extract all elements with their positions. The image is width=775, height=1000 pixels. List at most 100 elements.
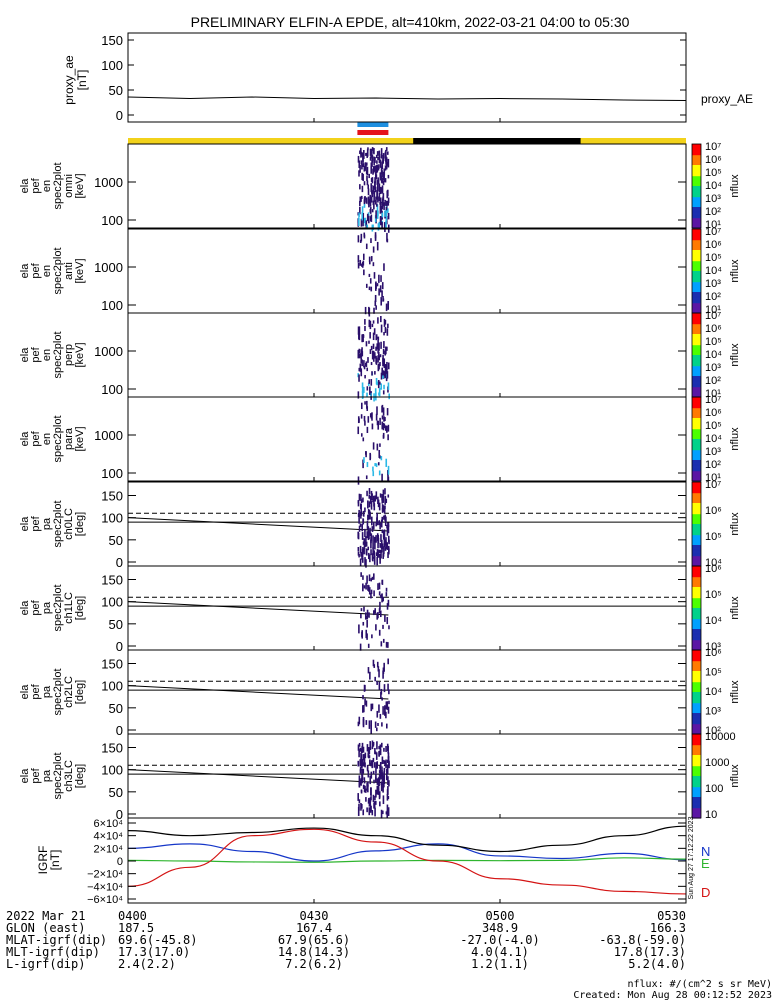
colorbar-cell <box>692 532 701 535</box>
colorbar-cell <box>692 453 701 455</box>
spectrogram-pixel <box>378 183 381 193</box>
colorbar-tick-label: 10¹ <box>705 472 721 484</box>
pitch-pixel <box>357 501 360 507</box>
pitch-pixel <box>379 761 382 767</box>
spectrogram-pixel <box>378 355 380 361</box>
colorbar-cell <box>692 144 701 146</box>
colorbar-tick-label: 10⁴ <box>705 615 722 627</box>
spectrogram-pixel <box>360 218 363 227</box>
pitch-pixel <box>358 799 361 804</box>
spectrogram-pixel <box>381 473 383 483</box>
colorbar-cell <box>692 352 701 355</box>
spectrogram-pixel <box>374 294 377 302</box>
colorbar-cell <box>692 186 701 188</box>
spectrogram-pixel <box>365 243 368 250</box>
colorbar-cell <box>692 464 701 467</box>
colorbar-cell <box>692 700 701 703</box>
pitch-pixel <box>376 727 378 732</box>
colorbar-cell <box>692 276 701 279</box>
spectrogram-pixel <box>376 204 379 212</box>
spectrogram-pixel <box>386 191 389 199</box>
spectrogram-pixel <box>359 150 361 155</box>
pitch-pixel <box>387 776 389 785</box>
igrf-series-line <box>127 843 687 862</box>
pitch-pixel <box>364 542 367 547</box>
colorbar-cell <box>692 703 701 706</box>
pitch-pixel <box>377 722 379 727</box>
pitch-pixel <box>387 642 389 648</box>
colorbar-cell <box>692 573 701 575</box>
colorbar-cell <box>692 149 701 152</box>
spectrogram-pixel <box>376 192 378 200</box>
colorbar-cell <box>692 627 701 630</box>
spectrogram-pixel <box>366 175 368 181</box>
colorbar-cell <box>692 385 701 388</box>
spectrogram-pixel <box>362 219 364 227</box>
spectrogram-pixel <box>373 156 375 161</box>
colorbar-cell <box>692 201 701 204</box>
spectrogram-pixel <box>365 475 368 480</box>
colorbar-cell <box>692 760 701 763</box>
colorbar-cell <box>692 769 701 771</box>
pitch-pixel <box>384 518 387 523</box>
colorbar-cell <box>692 169 701 172</box>
pitch-pixel <box>367 667 370 674</box>
spectrogram-pixel <box>374 157 376 163</box>
pitch-pixel <box>364 698 366 706</box>
spectrogram-pixel <box>365 164 367 172</box>
spectrogram-pixel <box>362 253 365 260</box>
colorbar-cell <box>692 476 701 479</box>
colorbar-cell <box>692 289 701 292</box>
pitch-pixel <box>370 771 373 779</box>
energy-ylabel: [keV] <box>74 426 86 451</box>
spectrogram-pixel <box>375 196 377 204</box>
spectrogram-pixel <box>381 185 384 194</box>
spectrogram-pixel <box>366 224 369 229</box>
colorbar-tick-label: 10⁶ <box>705 154 722 166</box>
pitch-tick-label: 0 <box>116 639 123 654</box>
spectrogram-pixel <box>377 345 379 354</box>
pitch-pixel <box>379 601 381 610</box>
pitch-pixel <box>362 746 365 753</box>
colorbar-cell <box>692 640 701 643</box>
pitch-panel-frame <box>127 733 687 819</box>
spectrogram-pixel <box>372 168 374 175</box>
pitch-pixel <box>386 743 389 751</box>
spectrogram-pixel <box>363 150 365 159</box>
colorbar-cell <box>692 746 701 749</box>
colorbar-cell <box>692 292 701 294</box>
colorbar-cell <box>692 262 701 265</box>
pitch-pixel <box>379 522 382 527</box>
pitch-pixel <box>378 553 380 558</box>
colorbar-cell <box>692 560 701 563</box>
spectrogram-pixel <box>360 151 362 158</box>
spectrogram-pixel <box>372 320 375 324</box>
pitch-tick-label: 0 <box>116 807 123 822</box>
spectrogram-pixel <box>365 152 367 156</box>
colorbar-cell <box>692 279 701 282</box>
pitch-pixel <box>366 575 368 584</box>
colorbar-cell <box>692 415 701 418</box>
colorbar-cell <box>692 404 701 406</box>
pitch-pixel <box>386 810 389 818</box>
pitch-tick-label: 50 <box>109 617 123 632</box>
energy-panel-frame <box>127 228 687 314</box>
pitch-ylabel: ch2LC <box>63 676 75 708</box>
spectrogram-pixel <box>385 206 388 211</box>
pitch-pixel <box>370 589 373 595</box>
pitch-pixel <box>380 772 382 780</box>
spectrogram-pixel <box>383 423 386 429</box>
spectrogram-pixel <box>387 200 390 206</box>
pitch-pixel <box>357 744 360 751</box>
pitch-pixel <box>365 539 367 545</box>
colorbar-cell <box>692 402 701 405</box>
spectrogram-pixel <box>368 273 371 277</box>
pitch-pixel <box>370 537 372 544</box>
colorbar-cell <box>692 707 701 710</box>
spectrogram-pixel <box>381 404 384 413</box>
colorbar-cell <box>692 148 701 151</box>
pitch-pixel <box>380 781 383 786</box>
colorbar-cell <box>692 489 701 491</box>
pitch-pixel <box>383 505 386 514</box>
pitch-pixel <box>368 585 370 592</box>
